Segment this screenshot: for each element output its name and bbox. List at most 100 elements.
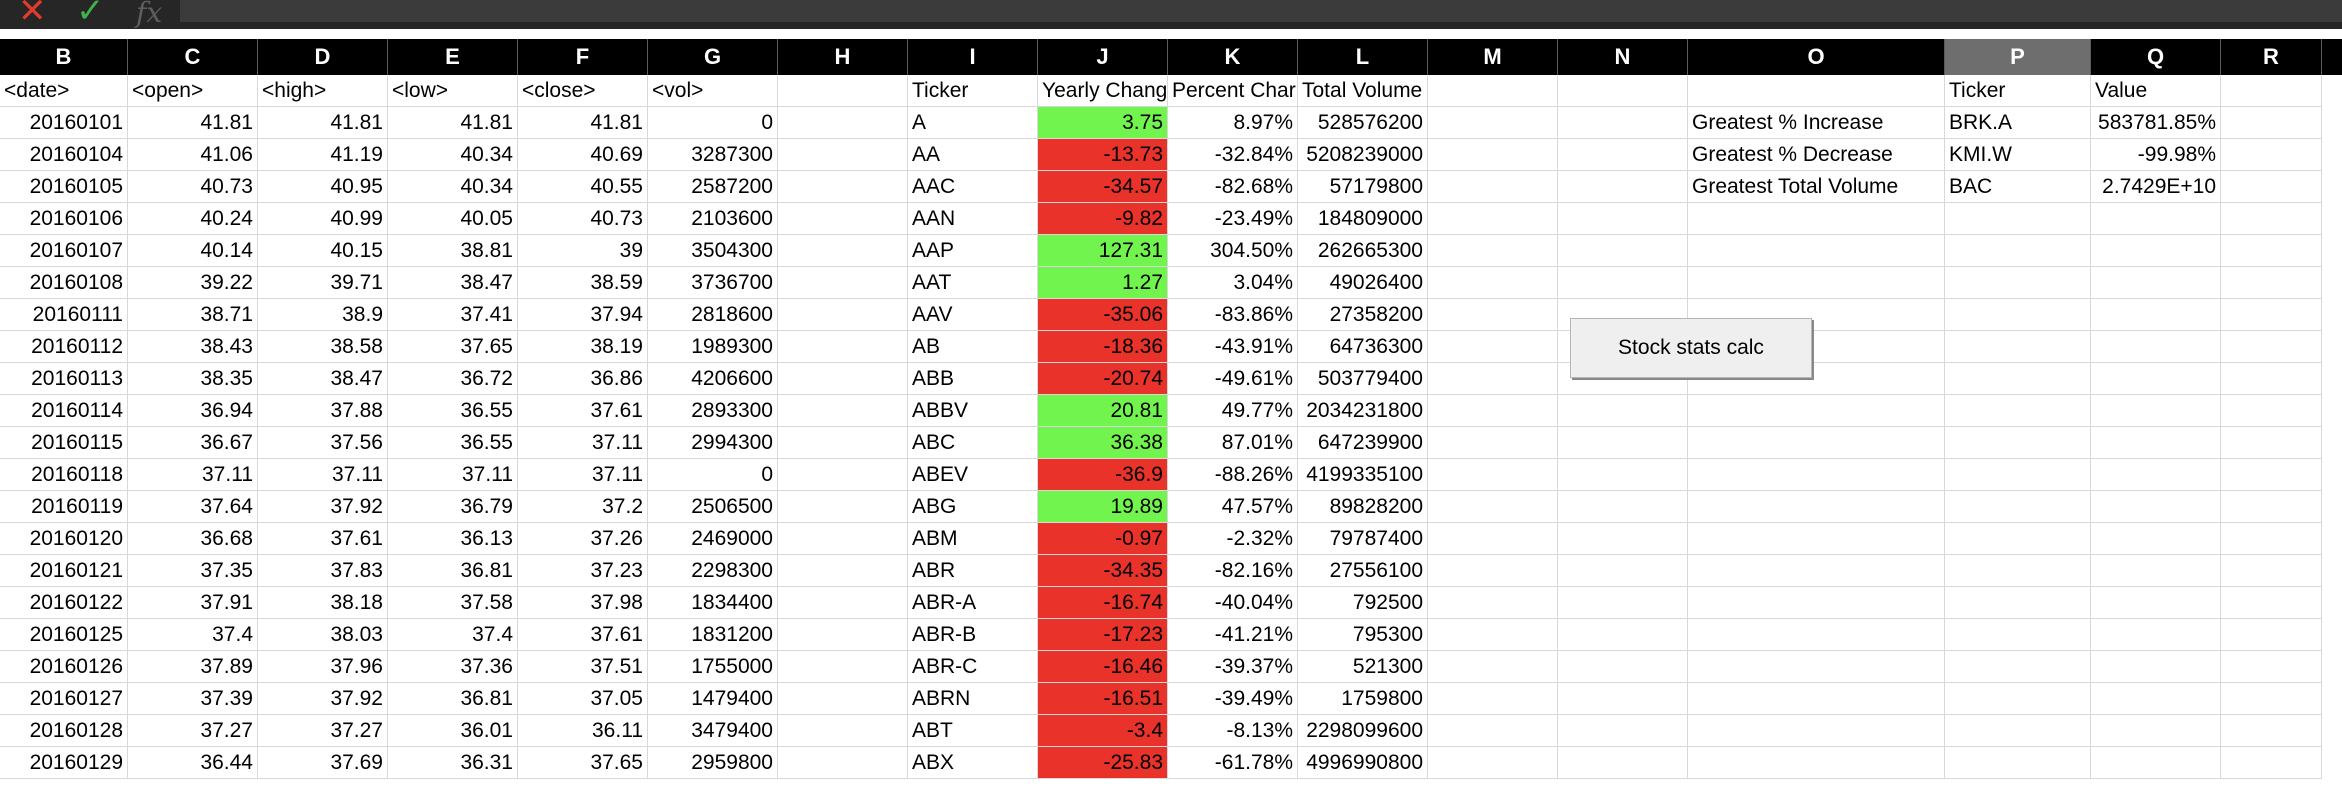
- empty-cell[interactable]: [1428, 203, 1558, 235]
- high-cell[interactable]: 37.11: [258, 459, 388, 491]
- vol-cell[interactable]: 2469000: [648, 523, 778, 555]
- yearly-change-cell[interactable]: -16.46: [1038, 651, 1168, 683]
- summary-value-cell[interactable]: 583781.85%: [2091, 107, 2221, 139]
- empty-cell[interactable]: [1945, 587, 2091, 619]
- low-cell[interactable]: 36.81: [388, 555, 518, 587]
- empty-cell[interactable]: [1945, 427, 2091, 459]
- high-cell[interactable]: 38.9: [258, 299, 388, 331]
- empty-cell[interactable]: [1558, 427, 1688, 459]
- empty-cell[interactable]: [2221, 459, 2322, 491]
- percent-change-cell[interactable]: -83.86%: [1168, 299, 1298, 331]
- empty-cell[interactable]: [1558, 555, 1688, 587]
- date-cell[interactable]: 20160113: [0, 363, 128, 395]
- yearly-change-cell[interactable]: 127.31: [1038, 235, 1168, 267]
- percent-change-cell[interactable]: -2.32%: [1168, 523, 1298, 555]
- empty-cell[interactable]: [1945, 267, 2091, 299]
- empty-cell[interactable]: [1428, 235, 1558, 267]
- yearly-change-cell[interactable]: -16.51: [1038, 683, 1168, 715]
- empty-cell[interactable]: [1688, 683, 1945, 715]
- fx-icon[interactable]: fx: [136, 0, 163, 29]
- vol-cell[interactable]: 1755000: [648, 651, 778, 683]
- total-volume-cell[interactable]: 5208239000: [1298, 139, 1428, 171]
- date-cell[interactable]: 20160115: [0, 427, 128, 459]
- yearly-change-cell[interactable]: -13.73: [1038, 139, 1168, 171]
- empty-cell[interactable]: [1688, 619, 1945, 651]
- total-volume-cell[interactable]: 79787400: [1298, 523, 1428, 555]
- header-cell-low[interactable]: <low>: [388, 75, 518, 107]
- total-volume-cell[interactable]: 503779400: [1298, 363, 1428, 395]
- ticker-cell[interactable]: ABR-C: [908, 651, 1038, 683]
- empty-cell[interactable]: [1688, 427, 1945, 459]
- empty-cell[interactable]: [1428, 587, 1558, 619]
- ticker-cell[interactable]: AAC: [908, 171, 1038, 203]
- empty-cell[interactable]: [2221, 523, 2322, 555]
- percent-change-cell[interactable]: -49.61%: [1168, 363, 1298, 395]
- ticker-cell[interactable]: ABC: [908, 427, 1038, 459]
- empty-cell[interactable]: [1558, 651, 1688, 683]
- empty-cell[interactable]: [778, 491, 908, 523]
- empty-cell[interactable]: [778, 299, 908, 331]
- empty-cell[interactable]: [1428, 619, 1558, 651]
- close-cell[interactable]: 37.61: [518, 395, 648, 427]
- empty-cell[interactable]: [1428, 75, 1558, 107]
- close-cell[interactable]: 40.55: [518, 171, 648, 203]
- empty-cell[interactable]: [2221, 203, 2322, 235]
- high-cell[interactable]: 38.18: [258, 587, 388, 619]
- column-header-d[interactable]: D: [258, 39, 388, 75]
- empty-cell[interactable]: [1428, 715, 1558, 747]
- total-volume-cell[interactable]: 521300: [1298, 651, 1428, 683]
- ticker-cell[interactable]: AB: [908, 331, 1038, 363]
- vol-cell[interactable]: 3287300: [648, 139, 778, 171]
- column-header-p[interactable]: P: [1945, 39, 2091, 75]
- vol-cell[interactable]: 2818600: [648, 299, 778, 331]
- high-cell[interactable]: 37.69: [258, 747, 388, 779]
- empty-cell[interactable]: [778, 171, 908, 203]
- column-header-n[interactable]: N: [1558, 39, 1688, 75]
- low-cell[interactable]: 40.34: [388, 171, 518, 203]
- column-header-o[interactable]: O: [1688, 39, 1945, 75]
- empty-cell[interactable]: [778, 203, 908, 235]
- low-cell[interactable]: 41.81: [388, 107, 518, 139]
- high-cell[interactable]: 39.71: [258, 267, 388, 299]
- x-icon[interactable]: ✕: [18, 0, 47, 31]
- column-header-m[interactable]: M: [1428, 39, 1558, 75]
- column-header-i[interactable]: I: [908, 39, 1038, 75]
- column-header-h[interactable]: H: [778, 39, 908, 75]
- empty-cell[interactable]: [1558, 395, 1688, 427]
- summary-value-cell[interactable]: 2.7429E+10: [2091, 171, 2221, 203]
- empty-cell[interactable]: [2221, 107, 2322, 139]
- empty-cell[interactable]: [778, 107, 908, 139]
- empty-cell[interactable]: [778, 715, 908, 747]
- empty-cell[interactable]: [1688, 523, 1945, 555]
- empty-cell[interactable]: [1945, 619, 2091, 651]
- header-cell-date[interactable]: <date>: [0, 75, 128, 107]
- date-cell[interactable]: 20160121: [0, 555, 128, 587]
- open-cell[interactable]: 36.67: [128, 427, 258, 459]
- low-cell[interactable]: 37.36: [388, 651, 518, 683]
- percent-change-cell[interactable]: 87.01%: [1168, 427, 1298, 459]
- close-cell[interactable]: 38.59: [518, 267, 648, 299]
- empty-cell[interactable]: [2221, 651, 2322, 683]
- empty-cell[interactable]: [2091, 619, 2221, 651]
- empty-cell[interactable]: [2221, 363, 2322, 395]
- empty-cell[interactable]: [1558, 203, 1688, 235]
- percent-change-cell[interactable]: -39.49%: [1168, 683, 1298, 715]
- column-header-e[interactable]: E: [388, 39, 518, 75]
- empty-cell[interactable]: [1428, 331, 1558, 363]
- empty-cell[interactable]: [2091, 331, 2221, 363]
- column-header-b[interactable]: B: [0, 39, 128, 75]
- ticker-cell[interactable]: AAV: [908, 299, 1038, 331]
- summary-ticker-cell[interactable]: BRK.A: [1945, 107, 2091, 139]
- empty-cell[interactable]: [1558, 107, 1688, 139]
- date-cell[interactable]: 20160129: [0, 747, 128, 779]
- total-volume-cell[interactable]: 49026400: [1298, 267, 1428, 299]
- total-volume-cell[interactable]: 1759800: [1298, 683, 1428, 715]
- ticker-cell[interactable]: ABX: [908, 747, 1038, 779]
- vol-cell[interactable]: 1989300: [648, 331, 778, 363]
- ticker-cell[interactable]: AAP: [908, 235, 1038, 267]
- low-cell[interactable]: 37.41: [388, 299, 518, 331]
- empty-cell[interactable]: [778, 747, 908, 779]
- empty-cell[interactable]: [1688, 555, 1945, 587]
- percent-change-cell[interactable]: -41.21%: [1168, 619, 1298, 651]
- percent-change-cell[interactable]: 47.57%: [1168, 491, 1298, 523]
